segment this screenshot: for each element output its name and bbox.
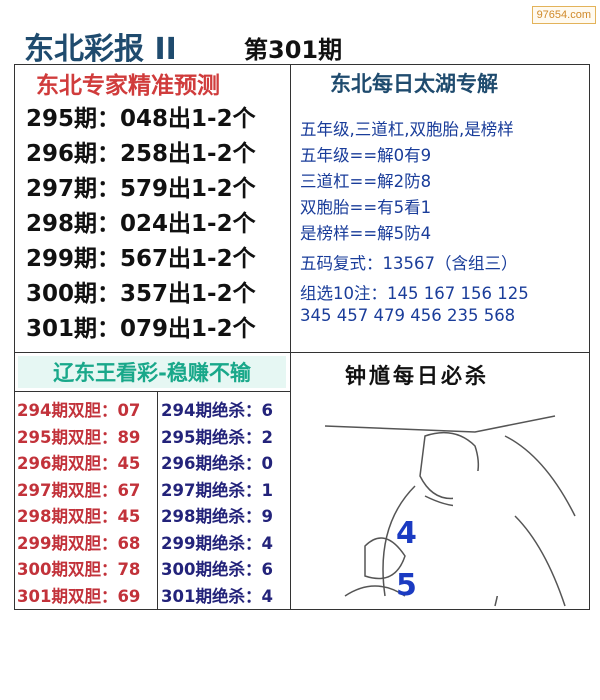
zhongkui-title: 钟馗每日必杀 [345,364,489,388]
kill-row: 297期绝杀：1 [161,480,273,500]
prediction-row: 296期：258出1-2个 [26,141,256,167]
kill-row: 299期绝杀：4 [161,533,273,553]
expert-prediction-title: 东北专家精准预测 [36,73,220,99]
double-dan-row: 294期双胆：07 [17,401,141,420]
prediction-row: 295期：048出1-2个 [26,106,256,132]
prediction-row: 300期：357出1-2个 [26,281,256,307]
taihu-line: 是榜样==解5防4 [300,224,432,243]
kill-row: 298期绝杀：9 [161,507,273,526]
taihu-line: 五码复式：13567（含组三） [300,254,518,273]
taihu-line: 五年级,三道杠,双胞胎,是榜样 [300,120,514,139]
double-dan-row: 296期双胆：45 [17,454,141,473]
kill-row: 301期绝杀：4 [161,586,273,606]
column-divider [290,64,291,610]
double-dan-row: 295期双胆：89 [17,427,141,447]
prediction-row: 301期：079出1-2个 [26,316,256,342]
double-dan-row: 297期双胆：67 [17,480,141,500]
double-dan-row: 301期双胆：69 [17,586,141,606]
content-frame [14,64,590,610]
site-watermark: 97654.com [531,6,596,24]
taihu-line: 345 457 479 456 235 568 [300,306,516,325]
double-dan-row: 298期双胆：45 [17,507,141,526]
taihu-line: 五年级==解0有9 [300,146,432,165]
row-divider [14,391,290,392]
row-divider [14,352,590,353]
zhongkui-illustration [324,415,576,607]
prediction-row: 297期：579出1-2个 [26,176,256,202]
kill-number-1: 4 [396,516,417,551]
kill-row: 295期绝杀：2 [161,427,273,447]
kill-number-2: 5 [396,568,417,603]
sub-column-divider [157,391,158,610]
taihu-line: 双胞胎==有5看1 [300,198,432,217]
taihu-line: 组选10注：145 167 156 125 [300,284,529,303]
kill-row: 300期绝杀：6 [161,560,273,579]
page-title: 东北彩报 II [24,32,177,67]
kill-row: 296期绝杀：0 [161,454,273,473]
double-dan-row: 299期双胆：68 [17,533,141,553]
double-dan-row: 300期双胆：78 [17,560,141,579]
taihu-line: 三道杠==解2防8 [300,172,432,191]
prediction-row: 298期：024出1-2个 [26,211,256,237]
issue-number: 第301期 [244,36,343,64]
taihu-title: 东北每日太湖专解 [330,72,498,96]
liaodong-title: 辽东王看彩-稳赚不输 [18,356,286,388]
kill-row: 294期绝杀：6 [161,401,273,420]
prediction-row: 299期：567出1-2个 [26,246,256,272]
